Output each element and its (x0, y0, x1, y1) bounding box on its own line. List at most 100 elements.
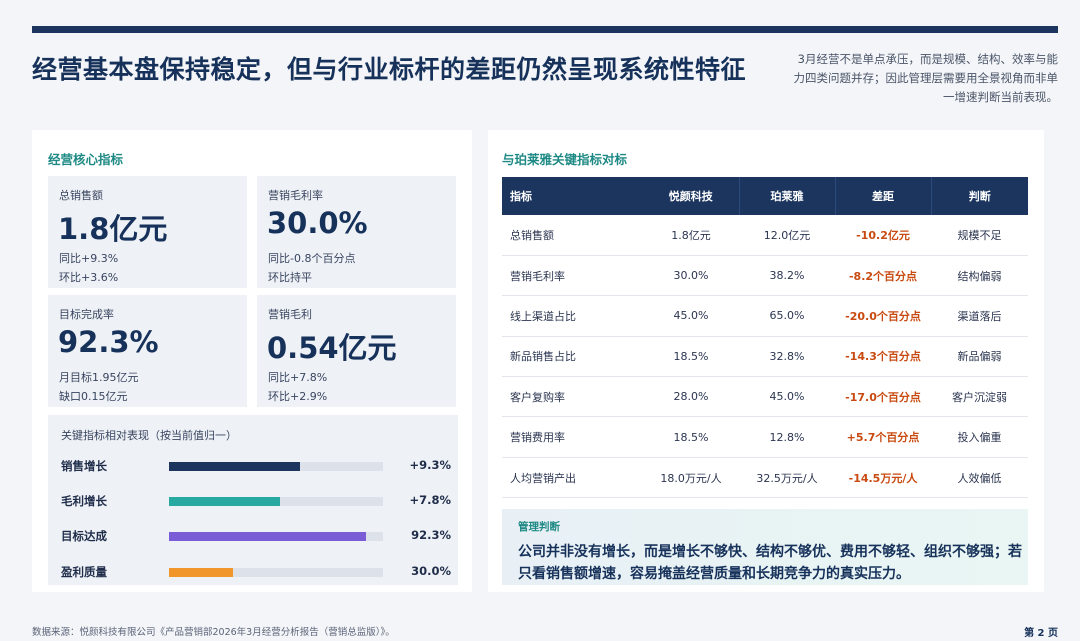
kpi-note-mom: 环比+3.6% (59, 271, 119, 284)
bar-fill (169, 568, 234, 577)
metric-cell: 营销费用率 (502, 416, 643, 458)
kpi-label: 营销毛利 (268, 308, 312, 321)
management-judgement-panel: 管理判断 公司并非没有增长，而是增长不够快、结构不够优、费用不够轻、组织不够强；… (502, 509, 1028, 585)
kpi-label: 营销毛利率 (268, 189, 323, 202)
metric-cell: 人均营销产出 (502, 457, 643, 499)
judgement-cell: 结构偏弱 (931, 255, 1028, 297)
metric-cell: 新品销售占比 (502, 336, 643, 378)
bar-track (169, 497, 383, 506)
metric-cell: 总销售额 (502, 215, 643, 256)
metric-cell: 客户复购率 (502, 376, 643, 418)
column-header: 珀莱雅 (739, 177, 836, 215)
table-row: 人均营销产出 18.0万元/人 32.5万元/人 -14.5万元/人 人效偏低 (502, 457, 1028, 499)
judgement-cell: 渠道落后 (931, 295, 1028, 337)
kpi-note-gap: 缺口0.15亿元 (59, 390, 128, 403)
benchmark-title: 与珀莱雅关键指标对标 (502, 152, 628, 167)
bar-label: 目标达成 (61, 529, 107, 543)
kpi-value: 92.3% (58, 325, 159, 359)
bar-fill (169, 532, 366, 541)
company-value-cell: 1.8亿元 (643, 215, 739, 256)
benchmark-table: 指标 悦颜科技 珀莱雅 差距 判断 总销售额 1.8亿元 12.0亿元 -10.… (502, 177, 1028, 499)
benchmark-value-cell: 32.8% (739, 336, 835, 378)
bar-label: 毛利增长 (61, 494, 107, 508)
page-number: 第 2 页 (1024, 628, 1058, 639)
table-row: 客户复购率 28.0% 45.0% -17.0个百分点 客户沉淀弱 (502, 376, 1028, 418)
benchmark-value-cell: 65.0% (739, 295, 835, 337)
kpi-note-yoy: 同比-0.8个百分点 (268, 252, 356, 265)
column-header: 判断 (931, 177, 1028, 215)
column-header: 悦颜科技 (643, 177, 740, 215)
table-row: 新品销售占比 18.5% 32.8% -14.3个百分点 新品偏弱 (502, 336, 1028, 378)
kpi-total-sales: 总销售额 1.8亿元 同比+9.3% 环比+3.6% (48, 176, 247, 288)
bar-value: +7.8% (409, 493, 451, 507)
benchmark-value-cell: 32.5万元/人 (739, 457, 835, 499)
kpi-value: 1.8亿元 (58, 212, 168, 246)
management-judgement-text: 公司并非没有增长，而是增长不够快、结构不够优、费用不够轻、组织不够强；若只看销售… (518, 544, 1022, 582)
judgement-cell: 客户沉淀弱 (931, 376, 1028, 418)
table-row: 营销毛利率 30.0% 38.2% -8.2个百分点 结构偏弱 (502, 255, 1028, 297)
metric-cell: 营销毛利率 (502, 255, 643, 297)
header-accent-bar (32, 26, 1058, 33)
gap-cell: -8.2个百分点 (835, 255, 931, 297)
kpi-note-target: 月目标1.95亿元 (59, 371, 139, 384)
data-source-note: 数据来源：悦颜科技有限公司《产品营销部2026年3月经营分析报告（营销总监版）》… (32, 627, 395, 638)
kpi-note-yoy: 同比+9.3% (59, 252, 119, 265)
page-title: 经营基本盘保持稳定，但与行业标杆的差距仍然呈现系统性特征 (32, 55, 747, 84)
company-value-cell: 28.0% (643, 376, 739, 418)
kpi-value: 0.54亿元 (267, 331, 397, 365)
kpi-label: 目标完成率 (59, 308, 114, 321)
bar-fill (169, 462, 300, 471)
kpi-target-completion: 目标完成率 92.3% 月目标1.95亿元 缺口0.15亿元 (48, 295, 247, 407)
bar-row-sales-growth: 销售增长 +9.3% (61, 456, 451, 476)
column-header: 差距 (835, 177, 932, 215)
relative-performance-title: 关键指标相对表现（按当前值归一） (61, 429, 237, 442)
benchmark-value-cell: 12.0亿元 (739, 215, 835, 256)
core-metrics-title: 经营核心指标 (48, 152, 124, 167)
table-row: 线上渠道占比 45.0% 65.0% -20.0个百分点 渠道落后 (502, 295, 1028, 337)
kpi-note-mom: 环比持平 (268, 271, 312, 284)
column-header: 指标 (502, 177, 643, 215)
kpi-value: 30.0% (267, 206, 368, 240)
benchmark-value-cell: 38.2% (739, 255, 835, 297)
bar-value: 30.0% (411, 564, 451, 578)
benchmark-value-cell: 45.0% (739, 376, 835, 418)
judgement-cell: 投入偏重 (931, 416, 1028, 458)
benchmark-card: 与珀莱雅关键指标对标 指标 悦颜科技 珀莱雅 差距 判断 总销售额 1.8亿元 … (488, 130, 1044, 592)
gap-cell: -20.0个百分点 (835, 295, 931, 337)
relative-performance-panel: 关键指标相对表现（按当前值归一） 销售增长 +9.3% 毛利增长 +7.8% 目… (48, 415, 458, 585)
table-row: 营销费用率 18.5% 12.8% +5.7个百分点 投入偏重 (502, 416, 1028, 458)
bar-label: 盈利质量 (61, 565, 107, 579)
gap-cell: -14.3个百分点 (835, 336, 931, 378)
bar-track (169, 462, 383, 471)
benchmark-value-cell: 12.8% (739, 416, 835, 458)
gap-cell: -17.0个百分点 (835, 376, 931, 418)
kpi-note-yoy: 同比+7.8% (268, 371, 328, 384)
kpi-note-mom: 环比+2.9% (268, 390, 328, 403)
bar-track (169, 568, 383, 577)
bar-label: 销售增长 (61, 459, 107, 473)
bar-row-target-achievement: 目标达成 92.3% (61, 526, 451, 546)
bar-value: 92.3% (411, 528, 451, 542)
core-metrics-card: 经营核心指标 总销售额 1.8亿元 同比+9.3% 环比+3.6% 营销毛利率 … (32, 130, 472, 592)
bar-row-profit-quality: 盈利质量 30.0% (61, 562, 451, 582)
gap-cell: +5.7个百分点 (835, 416, 931, 458)
table-header-row: 指标 悦颜科技 珀莱雅 差距 判断 (502, 177, 1028, 215)
kpi-gross-margin-rate: 营销毛利率 30.0% 同比-0.8个百分点 环比持平 (257, 176, 456, 288)
judgement-cell: 新品偏弱 (931, 336, 1028, 378)
company-value-cell: 45.0% (643, 295, 739, 337)
company-value-cell: 18.5% (643, 416, 739, 458)
company-value-cell: 18.5% (643, 336, 739, 378)
gap-cell: -14.5万元/人 (835, 457, 931, 499)
bar-fill (169, 497, 281, 506)
kpi-gross-profit: 营销毛利 0.54亿元 同比+7.8% 环比+2.9% (257, 295, 456, 407)
bar-row-margin-growth: 毛利增长 +7.8% (61, 491, 451, 511)
table-row: 总销售额 1.8亿元 12.0亿元 -10.2亿元 规模不足 (502, 215, 1028, 256)
company-value-cell: 18.0万元/人 (643, 457, 739, 499)
judgement-cell: 规模不足 (931, 215, 1028, 256)
company-value-cell: 30.0% (643, 255, 739, 297)
management-judgement-label: 管理判断 (518, 521, 560, 533)
gap-cell: -10.2亿元 (835, 215, 931, 256)
kpi-label: 总销售额 (59, 189, 103, 202)
metric-cell: 线上渠道占比 (502, 295, 643, 337)
judgement-cell: 人效偏低 (931, 457, 1028, 499)
